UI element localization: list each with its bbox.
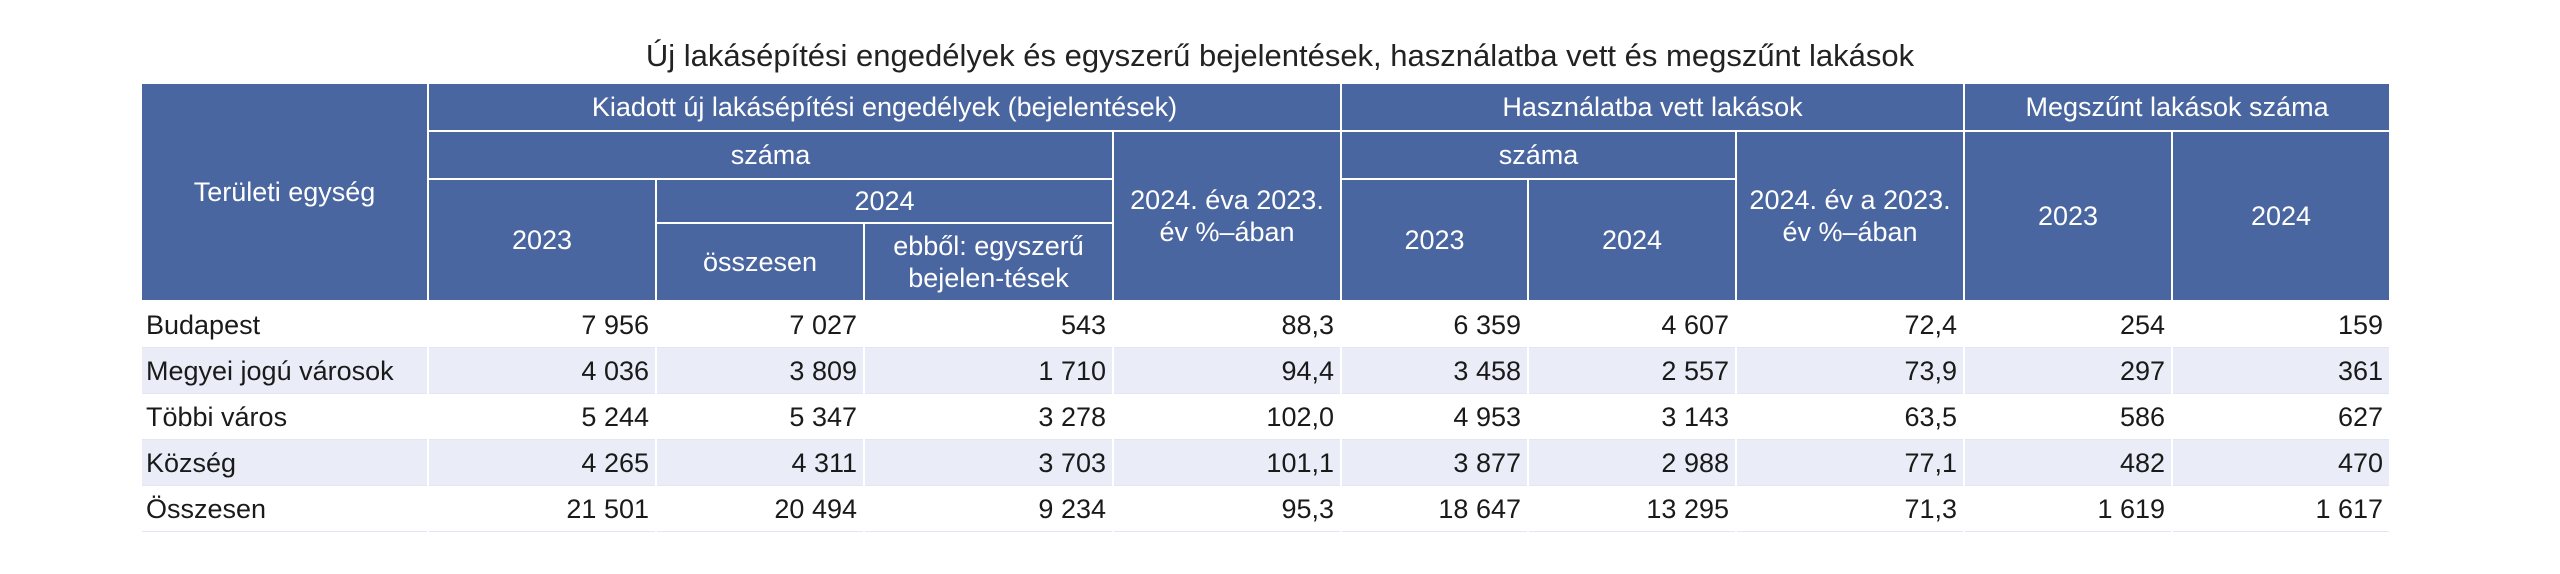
header-row-3: 2023 2024 2023 2024 — [141, 178, 2390, 302]
used-2024-value: 3 143 — [1527, 393, 1737, 440]
header-row-1: Területi egység Kiadott új lakásépítési … — [140, 82, 2392, 302]
permits-2023-value: 4 265 — [427, 439, 657, 486]
used-2023-value: 18 647 — [1340, 485, 1529, 532]
ceased-2024-value: 470 — [2171, 439, 2392, 486]
table-body: Budapest 7 956 7 027 543 88,3 6 359 4 607 72,4 2… — [140, 301, 2392, 532]
ceased-2023-value: 586 — [1963, 393, 2174, 440]
permits-2024-simple-value: 3 703 — [863, 439, 1114, 486]
used-2023-value: 6 359 — [1340, 301, 1529, 348]
used-pct-value: 71,3 — [1734, 485, 1966, 532]
permits-2024-total-header: összesen — [655, 222, 865, 302]
permits-pct-value: 102,0 — [1112, 393, 1342, 440]
ceased-2024-value: 159 — [2171, 301, 2392, 348]
ceased-2023-value: 297 — [1963, 347, 2174, 394]
permits-2023-value: 5 244 — [427, 393, 657, 440]
table-row: Budapest 7 956 7 027 543 88,3 6 359 4 607 72,4 2… — [140, 301, 2392, 348]
permits-pct-value: 88,3 — [1112, 301, 1342, 348]
used-2023-value: 4 953 — [1340, 393, 1529, 440]
used-2023-header: 2023 — [1340, 178, 1529, 302]
permits-2024-total-value: 4 311 — [655, 439, 865, 486]
permits-pct-value: 95,3 — [1112, 485, 1342, 532]
used-2024-value: 4 607 — [1527, 301, 1737, 348]
used-2023-value: 3 458 — [1340, 347, 1529, 394]
row-name: Többi város — [140, 393, 429, 440]
used-2024-value: 2 988 — [1527, 439, 1737, 486]
ceased-2024-value: 627 — [2171, 393, 2392, 440]
used-pct-header: 2024. év a 2023. év %–ában — [1734, 130, 1966, 302]
permits-pct-value: 94,4 — [1112, 347, 1342, 394]
used-pct-value: 77,1 — [1734, 439, 1966, 486]
row-name: Megyei jogú városok — [140, 347, 429, 394]
permits-2024-total-value: 5 347 — [655, 393, 865, 440]
permits-count-header: száma — [427, 130, 1114, 180]
ceased-2023-value: 482 — [1963, 439, 2174, 486]
ceased-2024-header: 2024 — [2171, 130, 2392, 302]
permits-2024-simple-value: 1 710 — [863, 347, 1114, 394]
area-header: Területi egység — [140, 82, 429, 302]
used-2023-value: 3 877 — [1340, 439, 1529, 486]
ceased-2023-header: 2023 — [1963, 130, 2174, 302]
permits-pct-header: 2024. éva 2023. év %–ában — [1112, 130, 1342, 302]
page-title: Új lakásépítési engedélyek és egyszerű b… — [645, 38, 1915, 73]
permits-2023-header: 2023 — [427, 178, 657, 302]
permits-2024-simple-value: 9 234 — [863, 485, 1114, 532]
ceased-2024-value: 1 617 — [2171, 485, 2392, 532]
used-group-header: Használatba vett lakások — [1339, 82, 1966, 132]
row-name: Község — [140, 439, 429, 486]
used-count-header: száma — [1340, 130, 1737, 180]
permits-2023-value: 21 501 — [427, 485, 657, 532]
permits-2024-simple-value: 3 278 — [863, 393, 1114, 440]
used-pct-value: 63,5 — [1734, 393, 1966, 440]
permits-group-header: Kiadott új lakásépítési engedélyek (beje… — [427, 82, 1342, 132]
table-row: Többi város 5 244 5 347 3 278 102,0 4 953 3 14… — [140, 393, 2392, 440]
ceased-group-header: Megszűnt lakások száma — [1963, 82, 2392, 132]
header-row-2: száma 2024. éva 2023. év %–ában száma 20… — [141, 130, 2392, 302]
used-pct-value: 72,4 — [1734, 301, 1966, 348]
permits-2024-simple-header: ebből: egyszerű bejelen-tések — [863, 222, 1114, 302]
ceased-2024-value: 361 — [2171, 347, 2392, 394]
statistics-table: Területi egység Kiadott új lakásépítési … — [140, 82, 2392, 532]
header-row-4: összesen ebből: egyszerű bejelen-tések — [141, 222, 2390, 302]
permits-2024-header: 2024 — [655, 178, 1114, 224]
permits-2024-total-value: 20 494 — [655, 485, 865, 532]
table-row: Megyei jogú városok 4 036 3 809 1 710 94,4 3 … — [140, 347, 2392, 394]
table-row: Község 4 265 4 311 3 703 101,1 3 877 2 988 77,1… — [140, 439, 2392, 486]
permits-2024-simple-value: 543 — [863, 301, 1114, 348]
used-2024-value: 13 295 — [1527, 485, 1737, 532]
permits-2023-value: 4 036 — [427, 347, 657, 394]
row-name: Budapest — [140, 301, 429, 348]
used-2024-value: 2 557 — [1527, 347, 1737, 394]
ceased-2023-value: 1 619 — [1963, 485, 2174, 532]
used-2024-header: 2024 — [1527, 178, 1737, 302]
table-row: Összesen 21 501 20 494 9 234 95,3 18 647 13 29… — [140, 485, 2392, 532]
row-name: Összesen — [140, 485, 429, 532]
permits-2023-value: 7 956 — [427, 301, 657, 348]
ceased-2023-value: 254 — [1963, 301, 2174, 348]
permits-2024-total-value: 7 027 — [655, 301, 865, 348]
permits-pct-value: 101,1 — [1112, 439, 1342, 486]
used-pct-value: 73,9 — [1734, 347, 1966, 394]
permits-2024-total-value: 3 809 — [655, 347, 865, 394]
